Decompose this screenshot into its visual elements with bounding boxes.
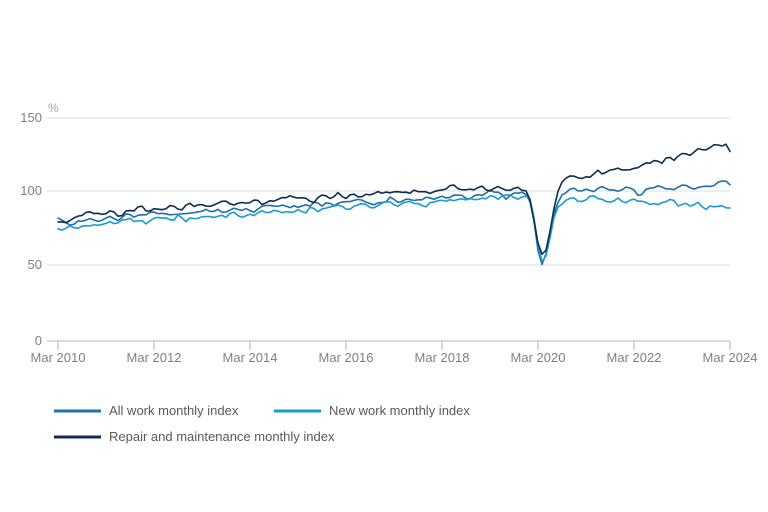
svg-text:Mar 2020: Mar 2020	[511, 350, 566, 365]
svg-text:150: 150	[20, 110, 42, 125]
svg-text:Mar 2010: Mar 2010	[31, 350, 86, 365]
svg-text:0: 0	[35, 333, 42, 348]
svg-text:Mar 2014: Mar 2014	[223, 350, 278, 365]
svg-text:Repair and maintenance monthly: Repair and maintenance monthly index	[109, 429, 335, 444]
svg-text:All work monthly index: All work monthly index	[109, 403, 239, 418]
svg-text:%: %	[48, 101, 59, 115]
svg-text:Mar 2022: Mar 2022	[607, 350, 662, 365]
svg-text:New work monthly index: New work monthly index	[329, 403, 470, 418]
svg-text:Mar 2024: Mar 2024	[703, 350, 758, 365]
svg-text:Mar 2012: Mar 2012	[127, 350, 182, 365]
svg-text:Mar 2018: Mar 2018	[415, 350, 470, 365]
svg-text:Mar 2016: Mar 2016	[319, 350, 374, 365]
svg-text:100: 100	[20, 183, 42, 198]
svg-text:50: 50	[28, 257, 42, 272]
